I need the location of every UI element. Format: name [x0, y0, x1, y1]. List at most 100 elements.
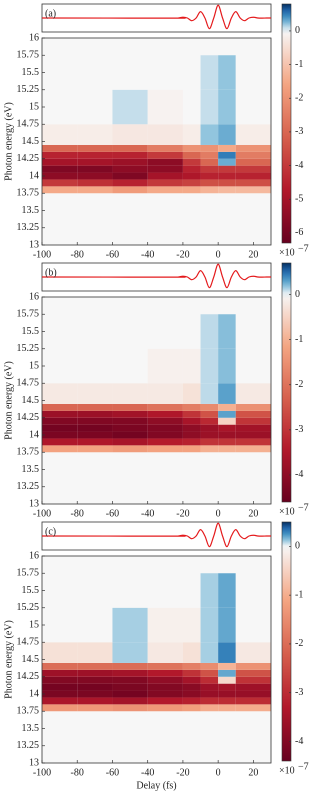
x-tick-label: -80 — [71, 508, 84, 519]
heatmap-cell — [235, 573, 271, 608]
heatmap-cell — [200, 403, 219, 411]
colorbar-tick-label: -2 — [295, 93, 303, 104]
heatmap-cell — [218, 383, 236, 404]
heatmap-cell — [200, 55, 219, 90]
y-tick-label: 15 — [29, 360, 39, 371]
y-tick-label: 13.75 — [17, 706, 40, 717]
heatmap-cell — [77, 697, 113, 705]
heatmap-cell — [182, 669, 201, 677]
heatmap-cell — [218, 669, 236, 677]
heatmap-cell — [42, 445, 78, 453]
heatmap-cell — [182, 662, 201, 670]
heatmap-cell — [42, 89, 78, 125]
heatmap-cell — [77, 424, 113, 432]
heatmap-cell — [112, 607, 148, 643]
heatmap-cell — [147, 445, 183, 453]
heatmap-cell — [42, 314, 78, 349]
panel-label: (a) — [45, 8, 56, 19]
heatmap-cell — [42, 172, 78, 180]
heatmap-cell — [182, 348, 201, 384]
heatmap-cell — [42, 683, 78, 691]
heatmap-cell — [77, 445, 113, 453]
heatmap-cell — [147, 165, 183, 173]
heatmap-cell — [235, 348, 271, 384]
heatmap-cell — [218, 424, 236, 432]
heatmap-cell — [235, 445, 271, 453]
heatmap-cell — [200, 445, 219, 453]
heatmap-cell — [77, 676, 113, 684]
heatmap-cell — [77, 438, 113, 446]
heatmap-cell — [147, 186, 183, 194]
heatmap-cell — [182, 314, 201, 349]
heatmap-cell — [77, 403, 113, 411]
y-tick-label: 13.25 — [17, 740, 40, 751]
heatmap-cell — [112, 383, 148, 404]
heatmap-cell — [42, 383, 78, 404]
heatmap-cell — [42, 642, 78, 663]
colorbar-tick-label: -4 — [295, 469, 303, 480]
colorbar-tick-label: -3 — [295, 687, 303, 698]
heatmap-cell — [200, 683, 219, 691]
x-tick-label: -60 — [106, 767, 119, 778]
heatmap-cell — [112, 124, 148, 145]
heatmap-cell — [77, 690, 113, 698]
y-tick-label: 13.5 — [22, 205, 40, 216]
y-tick-label: 15.5 — [22, 585, 40, 596]
heatmap-cell — [182, 607, 201, 643]
heatmap-cell — [77, 348, 113, 384]
y-tick-label: 15.25 — [17, 84, 40, 95]
y-tick-label: 15.75 — [17, 309, 40, 320]
heatmap-cell — [77, 417, 113, 425]
colorbar-exponent-base: ×10 — [279, 765, 295, 776]
x-tick-label: -60 — [106, 249, 119, 260]
heatmap-cell — [147, 662, 183, 670]
heatmap-cell — [112, 186, 148, 194]
y-tick-label: 14.75 — [17, 119, 40, 130]
heatmap-cell — [112, 424, 148, 432]
y-tick-label: 13.25 — [17, 481, 40, 492]
heatmap-cell — [42, 431, 78, 439]
heatmap-cell — [235, 697, 271, 705]
heatmap-cell — [147, 438, 183, 446]
colorbar-exponent: −7 — [298, 761, 309, 772]
y-tick-label: 13 — [29, 239, 39, 250]
heatmap-cell — [218, 186, 236, 194]
heatmap-cell — [182, 417, 201, 425]
heatmap-cell — [112, 179, 148, 187]
heatmap-cell — [182, 124, 201, 145]
heatmap-cell — [182, 151, 201, 159]
heatmap-cell — [77, 573, 113, 608]
heatmap-cell — [182, 158, 201, 166]
heatmap-cell — [182, 403, 201, 411]
heatmap-cell — [218, 151, 236, 159]
heatmap-cell — [112, 662, 148, 670]
heatmap-cell — [182, 697, 201, 705]
heatmap-cell — [147, 697, 183, 705]
heatmap-cell — [112, 704, 148, 712]
colorbar-exponent-base: ×10 — [279, 506, 295, 517]
heatmap-cell — [235, 158, 271, 166]
heatmap-cell — [77, 704, 113, 712]
heatmap-cell — [147, 348, 183, 384]
heatmap-cell — [77, 158, 113, 166]
heatmap-cell — [77, 662, 113, 670]
heatmap-cell — [200, 573, 219, 608]
colorbar-tick-label: 0 — [295, 25, 300, 36]
x-tick-label: 20 — [248, 767, 258, 778]
heatmap-cell — [77, 151, 113, 159]
heatmap-cell — [218, 607, 236, 643]
heatmap-cell — [77, 383, 113, 404]
heatmap-cell — [112, 158, 148, 166]
heatmap-cell — [235, 144, 271, 152]
colorbar-tick-label: -4 — [295, 160, 303, 171]
heatmap-cell — [200, 410, 219, 418]
heatmap-cell — [147, 424, 183, 432]
panel-label: (c) — [45, 526, 56, 537]
colorbar-exponent: −7 — [298, 502, 309, 513]
heatmap-cell — [42, 179, 78, 187]
heatmap-cell — [147, 144, 183, 152]
heatmap-cell — [112, 144, 148, 152]
colorbar-tick-label: -1 — [295, 59, 303, 70]
y-axis-label: Photon energy (eV) — [3, 361, 14, 440]
